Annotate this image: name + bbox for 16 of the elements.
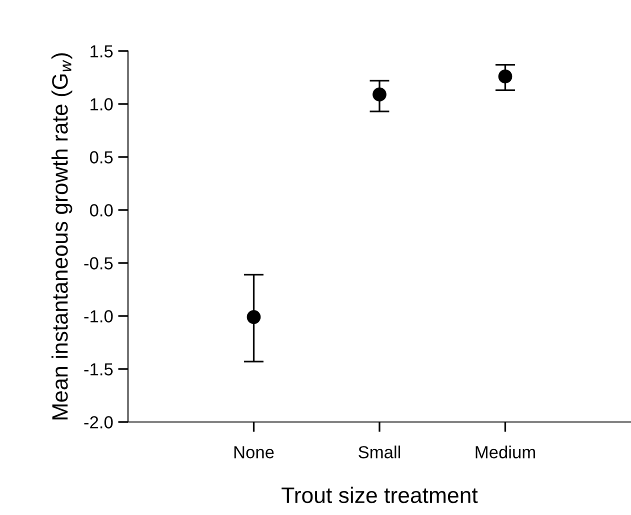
y-tick-label: 0.0	[90, 204, 113, 216]
y-tick-label: 0.5	[90, 151, 113, 164]
point	[372, 88, 386, 102]
point	[246, 310, 261, 324]
x-axis-title: Trout size treatment	[282, 486, 478, 504]
y-tick-label: -1.5	[84, 363, 113, 376]
x-tick-label: None	[234, 446, 274, 458]
y-axis-title: Mean instantaneous growth rate (G$_{w}$)	[52, 53, 72, 420]
y-tick-label: -2.0	[84, 416, 113, 428]
x-tick-label: Medium	[476, 446, 535, 458]
point	[498, 69, 512, 84]
y-tick-label: -0.5	[84, 257, 113, 270]
y-tick-label: 1.0	[90, 98, 113, 110]
y-tick-label: 1.5	[90, 45, 113, 58]
x-tick-label: Small	[358, 446, 400, 458]
y-tick-label: -1.0	[84, 310, 113, 322]
